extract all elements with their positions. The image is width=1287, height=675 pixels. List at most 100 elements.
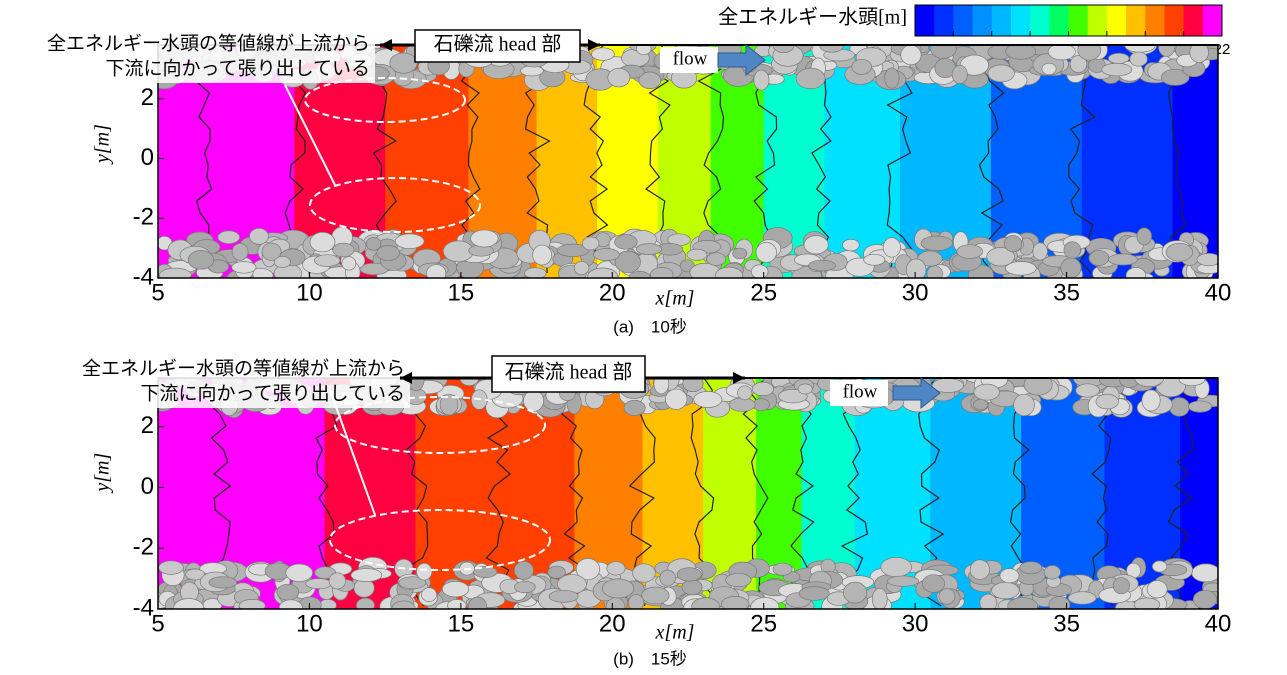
gravel: [957, 245, 983, 259]
figure: 全エネルギー水頭[m]1011.51314.51617.51920.522510…: [0, 0, 1287, 675]
x-tick-label: 40: [1205, 279, 1232, 306]
gravel: [636, 244, 661, 255]
x-tick-label: 30: [902, 610, 929, 637]
gravel: [692, 598, 720, 615]
gravel: [188, 250, 214, 269]
gravel: [872, 588, 887, 610]
gravel: [1108, 254, 1137, 265]
gravel: [549, 590, 578, 602]
gravel: [1048, 44, 1075, 60]
colorbar-swatch: [1145, 5, 1165, 36]
colorbar-swatch: [1107, 5, 1127, 36]
gravel: [883, 238, 900, 258]
gravel: [607, 562, 625, 576]
gravel: [232, 261, 256, 273]
gravel: [754, 70, 769, 90]
gravel: [629, 271, 650, 282]
colorbar-swatch: [992, 5, 1012, 36]
x-tick-label: 20: [599, 279, 626, 306]
gravel: [524, 268, 546, 279]
gravel: [1042, 63, 1056, 75]
gravel: [682, 580, 702, 595]
x-tick-label: 35: [1053, 610, 1080, 637]
colorbar-swatch: [1203, 5, 1223, 36]
colorbar-swatch: [1049, 5, 1069, 36]
gravel: [752, 382, 773, 396]
gravel: [286, 564, 313, 582]
gravel: [1068, 592, 1096, 605]
colorbar-swatch: [915, 5, 935, 36]
gravel: [773, 563, 792, 575]
x-tick-label: 40: [1205, 610, 1232, 637]
y-tick-label: 2: [141, 84, 154, 111]
gravel: [342, 257, 356, 270]
gravel: [1000, 569, 1019, 583]
gravel: [1008, 598, 1038, 615]
gravel: [707, 253, 726, 266]
y-tick-label: -4: [133, 263, 154, 290]
gravel: [988, 65, 1014, 82]
gravel: [1014, 394, 1035, 416]
gravel: [442, 581, 469, 597]
gravel: [939, 589, 955, 605]
gravel: [209, 577, 237, 588]
gravel: [274, 256, 290, 267]
x-tick-label: 35: [1053, 279, 1080, 306]
gravel: [901, 45, 921, 65]
gravel: [660, 570, 676, 586]
gravel: [1137, 228, 1152, 245]
gravel: [799, 587, 829, 601]
gravel: [426, 265, 445, 283]
gravel: [650, 267, 673, 282]
gravel: [992, 582, 1020, 599]
note-line: 全エネルギー水頭の等値線が上流から: [82, 357, 405, 379]
gravel: [864, 254, 885, 265]
gravel: [970, 560, 989, 580]
caption: (a) 10秒: [613, 317, 687, 336]
gravel: [738, 386, 752, 400]
gravel: [582, 237, 599, 250]
gravel: [615, 235, 638, 250]
gravel: [798, 384, 812, 394]
gravel: [694, 391, 722, 407]
gravel: [1089, 250, 1109, 265]
gravel: [1033, 243, 1048, 260]
gravel: [887, 576, 918, 586]
x-tick-label: 20: [599, 610, 626, 637]
gravel: [1166, 243, 1193, 261]
colorbar-swatch: [934, 5, 954, 36]
gravel: [633, 564, 656, 582]
x-tick-label: 10: [296, 279, 323, 306]
gravel: [608, 68, 630, 87]
gravel: [218, 231, 240, 244]
gravel: [1044, 565, 1060, 579]
gravel: [715, 267, 743, 284]
y-tick-label: 0: [141, 144, 154, 171]
gravel: [843, 239, 860, 251]
x-tick-label: 15: [448, 279, 475, 306]
gravel: [514, 581, 535, 592]
gravel: [729, 398, 755, 412]
colorbar-swatch: [1030, 5, 1050, 36]
colorbar-swatch: [953, 5, 973, 36]
gravel: [922, 575, 944, 593]
gravel: [1061, 258, 1081, 278]
gravel: [756, 242, 777, 262]
y-tick-label: 0: [141, 473, 154, 500]
y-tick-label: -2: [133, 534, 154, 561]
gravel: [852, 59, 872, 74]
colorbar-swatch: [973, 5, 993, 36]
colorbar-swatch: [1164, 5, 1184, 36]
gravel: [421, 588, 436, 602]
note-line: 下流に向かって張り出している: [106, 57, 370, 79]
gravel: [690, 263, 720, 281]
flow-label: flow: [843, 381, 878, 402]
gravel: [1152, 561, 1166, 572]
colorbar-swatch: [1069, 5, 1089, 36]
gravel: [514, 561, 533, 579]
gravel: [356, 598, 374, 612]
gravel: [974, 384, 1000, 400]
gravel: [1147, 581, 1167, 598]
x-axis-label: x[m]: [655, 622, 695, 644]
gravel: [524, 390, 544, 411]
